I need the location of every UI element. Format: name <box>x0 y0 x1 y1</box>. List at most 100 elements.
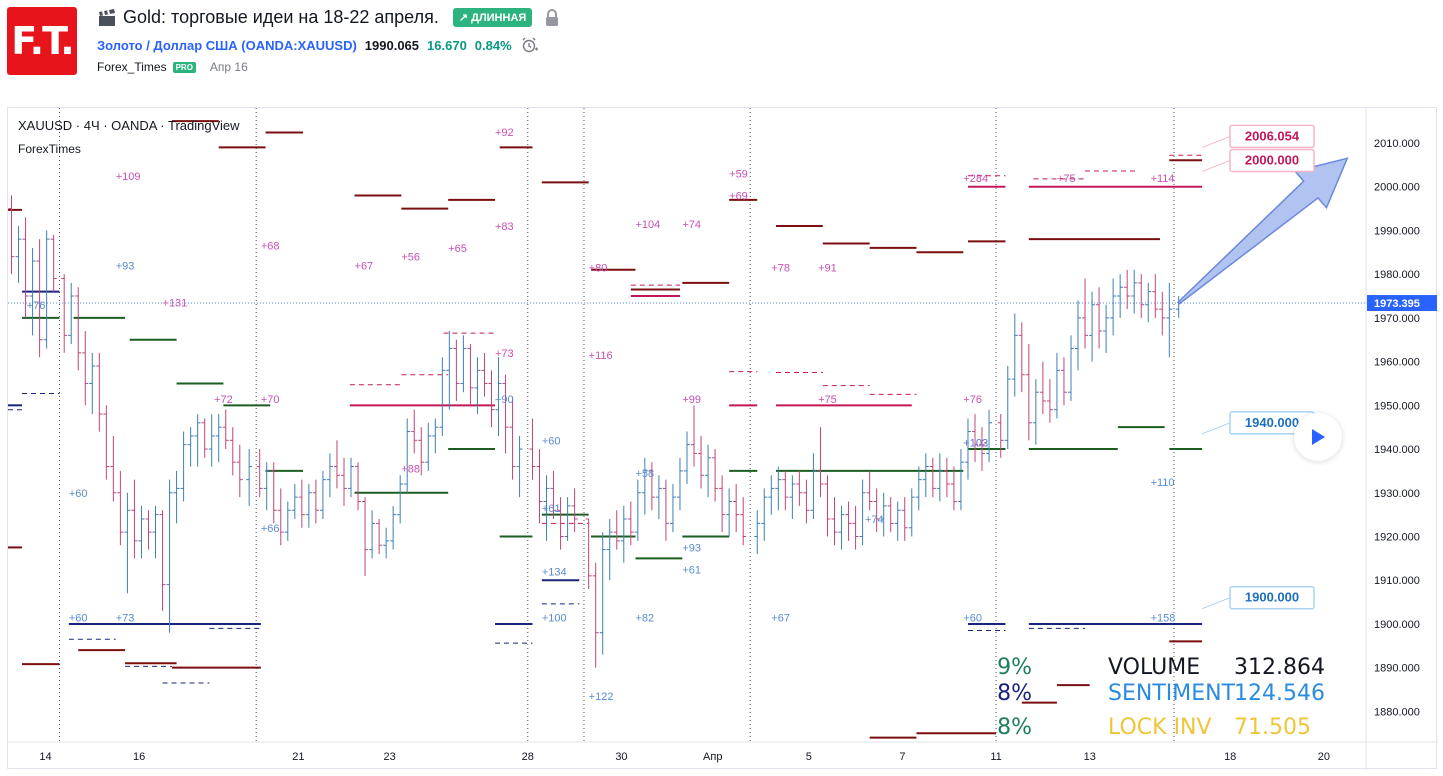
y-tick-label: 1990.000 <box>1374 225 1420 237</box>
level-value-label: +109 <box>116 171 141 183</box>
level-value-label: +60 <box>963 612 982 624</box>
price-label-text: 2006.054 <box>1245 128 1300 143</box>
level-value-label: +73 <box>495 348 514 360</box>
lock-icon <box>546 8 559 26</box>
logo-text: F.T. <box>11 19 74 63</box>
price-chart[interactable]: +109 +93 +76 +131 +72 +70 +68 +60 +60 +73 +66 +67 +5… <box>8 108 1438 770</box>
play-replay-button[interactable] <box>1294 413 1342 461</box>
idea-clapperboard-icon <box>99 8 115 26</box>
level-value-label: +88 <box>401 464 420 476</box>
level-value-label: +82 <box>635 612 654 624</box>
idea-title-row: Gold: торговые идеи на 18-22 апреля. ↗ Д… <box>97 7 560 28</box>
stat-label: LOCK INV <box>1108 715 1212 740</box>
y-tick-label: 1920.000 <box>1374 531 1420 543</box>
stat-percent: 8% <box>997 681 1032 706</box>
chart-container[interactable]: +109 +93 +76 +131 +72 +70 +68 +60 +60 +73 +66 +67 +5… <box>7 107 1438 770</box>
level-value-label: +80 <box>589 263 608 275</box>
y-tick-label: 1900.000 <box>1374 619 1420 631</box>
y-tick-label: 1910.000 <box>1374 575 1420 587</box>
price-change-pct: 0.84% <box>474 37 512 53</box>
level-value-label: +73 <box>116 612 135 624</box>
level-value-label: +74 <box>682 219 701 231</box>
price-label-text: 1940.000 <box>1245 415 1299 430</box>
level-value-label: +68 <box>261 241 280 253</box>
price-label-text: 1900.000 <box>1245 590 1299 605</box>
level-value-label: +75 <box>818 394 837 406</box>
level-value-label: +83 <box>495 221 514 233</box>
level-value-label: +131 <box>163 298 188 310</box>
y-tick-label: 1880.000 <box>1374 706 1420 718</box>
level-value-label: +93 <box>116 260 135 272</box>
level-value-label: +56 <box>401 252 420 264</box>
play-icon <box>1312 429 1325 445</box>
stat-label: SENTIMENT <box>1108 681 1236 706</box>
symbol-name: Золото / Доллар США <box>97 37 238 53</box>
level-value-label: +65 <box>448 243 467 255</box>
level-value-label: +70 <box>261 394 280 406</box>
price-label-text: 2000.000 <box>1245 152 1299 167</box>
level-value-label: +90 <box>495 394 514 406</box>
idea-title: Gold: торговые идеи на 18-22 апреля. <box>123 7 439 27</box>
x-tick-label: 23 <box>384 751 396 763</box>
stat-percent: 9% <box>997 655 1032 680</box>
level-value-label: +74 <box>865 514 884 526</box>
level-value-label: +61 <box>542 503 561 515</box>
level-value-label: +116 <box>589 350 613 362</box>
level-value-label: +102 <box>963 437 988 449</box>
x-tick-label: 11 <box>990 751 1001 763</box>
price-label-connector <box>1201 135 1231 148</box>
x-tick-label: 14 <box>39 751 51 763</box>
x-tick-label: 16 <box>133 751 145 763</box>
level-value-label: +158 <box>1151 612 1176 624</box>
level-value-label: +91 <box>818 263 837 275</box>
level-value-label: +93 <box>682 542 701 554</box>
level-value-label: +122 <box>589 691 614 703</box>
forecast-arrow <box>1177 157 1349 305</box>
x-tick-label: 5 <box>806 751 812 763</box>
x-tick-label: 28 <box>522 751 534 763</box>
y-tick-label: 2010.000 <box>1374 138 1420 150</box>
long-badge: ↗ ДЛИННАЯ <box>452 8 533 27</box>
level-value-label: +67 <box>355 260 374 272</box>
stat-value: 312.864 <box>1234 655 1325 680</box>
idea-date: Апр 16 <box>209 60 248 74</box>
y-tick-label: 1980.000 <box>1374 269 1420 281</box>
price-label-box <box>1229 585 1315 610</box>
symbol-row: Золото / Доллар США (OANDA:XAUUSD) 1990.… <box>97 36 538 54</box>
level-value-label: +60 <box>542 435 561 447</box>
y-tick-label: 2000.000 <box>1374 182 1420 194</box>
level-value-label: +110 <box>1151 477 1175 489</box>
x-tick-label: 30 <box>615 751 627 763</box>
price-label-connector <box>1201 597 1231 610</box>
x-tick-label: 20 <box>1318 751 1330 763</box>
pro-badge: PRO <box>172 61 196 73</box>
level-value-label: +58 <box>635 468 654 480</box>
x-tick-label: 18 <box>1224 751 1236 763</box>
level-value-label: +114 <box>1151 173 1175 185</box>
stat-value: 71.505 <box>1234 715 1311 740</box>
author-row: Forex_Times PRO Апр 16 <box>97 60 248 74</box>
y-tick-label: 1930.000 <box>1374 488 1420 500</box>
add-alert-icon[interactable] <box>520 36 538 54</box>
stat-percent: 8% <box>997 715 1032 740</box>
author-logo[interactable]: F.T. <box>7 7 77 75</box>
level-value-label: +76 <box>963 394 982 406</box>
y-tick-label: 1890.000 <box>1374 663 1420 675</box>
level-value-label: +66 <box>261 523 280 535</box>
author-name[interactable]: Forex_Times <box>97 60 167 74</box>
y-tick-label: 1970.000 <box>1374 313 1420 325</box>
price-label-box <box>1229 124 1315 149</box>
y-tick-label: 1960.000 <box>1374 357 1420 369</box>
level-value-label: +69 <box>729 190 748 202</box>
chart-legend: XAUUSD · 4Ч · OANDA · TradingView <box>18 118 240 133</box>
symbol-link[interactable]: Золото / Доллар США (OANDA:XAUUSD) <box>97 38 357 53</box>
level-value-label: +60 <box>69 612 88 624</box>
current-price: 1990.065 <box>364 37 420 53</box>
level-value-label: +104 <box>635 219 660 231</box>
level-value-label: +76 <box>27 300 46 312</box>
symbol-ticker: (OANDA:XAUUSD) <box>241 37 357 53</box>
x-tick-label: 21 <box>292 751 304 763</box>
level-value-label: +75 <box>1057 173 1076 185</box>
level-value-label: +67 <box>771 612 790 624</box>
stat-label: VOLUME <box>1108 655 1200 680</box>
